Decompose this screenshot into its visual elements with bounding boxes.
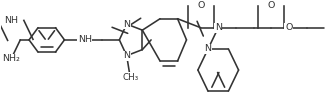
Text: NH₂: NH₂ bbox=[2, 54, 20, 63]
Text: NH: NH bbox=[78, 35, 92, 44]
Text: N: N bbox=[123, 20, 130, 29]
Text: O: O bbox=[285, 23, 293, 32]
Text: N: N bbox=[215, 23, 222, 32]
Text: CH₃: CH₃ bbox=[122, 73, 138, 82]
Text: N: N bbox=[123, 51, 130, 60]
Text: N: N bbox=[204, 44, 211, 53]
Text: NH: NH bbox=[4, 16, 18, 25]
Text: O: O bbox=[268, 1, 275, 10]
Text: O: O bbox=[197, 1, 204, 10]
